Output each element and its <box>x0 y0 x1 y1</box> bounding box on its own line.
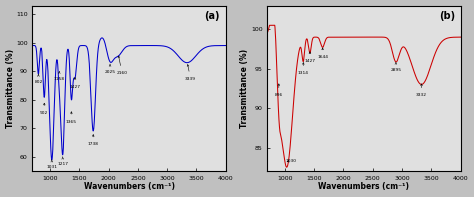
Text: 1738: 1738 <box>88 135 99 147</box>
Text: 896: 896 <box>275 84 283 97</box>
Text: 2160: 2160 <box>117 56 128 75</box>
Text: 1030: 1030 <box>286 159 297 163</box>
Text: 3339: 3339 <box>185 65 196 81</box>
Y-axis label: Transmittance (%): Transmittance (%) <box>6 49 15 128</box>
Text: (b): (b) <box>439 10 455 20</box>
Text: 3332: 3332 <box>416 84 427 97</box>
Text: 1427: 1427 <box>70 77 81 89</box>
Text: 802: 802 <box>34 74 43 84</box>
Text: 2895: 2895 <box>391 62 401 72</box>
X-axis label: Wavenumbers (cm⁻¹): Wavenumbers (cm⁻¹) <box>319 182 410 191</box>
Text: (a): (a) <box>204 10 220 20</box>
Y-axis label: Transmittance (%): Transmittance (%) <box>240 49 249 128</box>
Text: 902: 902 <box>40 103 48 115</box>
Text: 1365: 1365 <box>66 112 77 124</box>
Text: 1427: 1427 <box>304 52 315 63</box>
Text: 1158: 1158 <box>54 71 65 81</box>
Text: 1217: 1217 <box>57 157 68 166</box>
Text: 1644: 1644 <box>317 48 328 59</box>
X-axis label: Wavenumbers (cm⁻¹): Wavenumbers (cm⁻¹) <box>83 182 174 191</box>
Text: 1031: 1031 <box>46 160 57 169</box>
Text: 2025: 2025 <box>104 64 116 74</box>
Text: 1314: 1314 <box>298 63 309 75</box>
